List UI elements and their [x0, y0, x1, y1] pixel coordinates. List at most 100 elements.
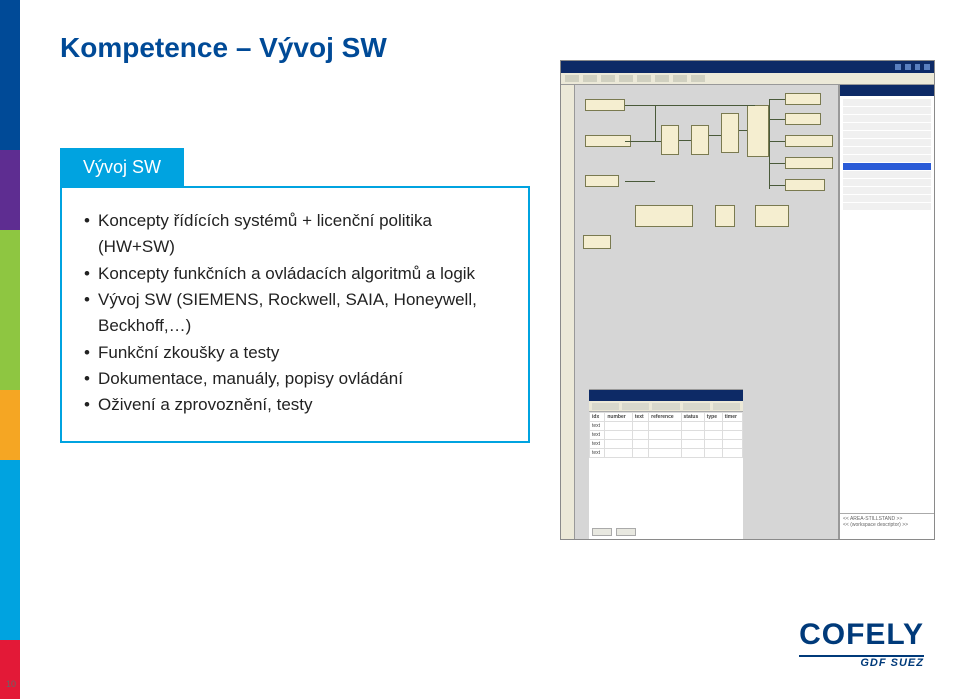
fbd-wire	[769, 141, 785, 142]
fbd-block	[785, 179, 825, 191]
mock-toolbar	[561, 73, 934, 85]
fbd-wire	[625, 141, 661, 142]
fbd-block	[755, 205, 789, 227]
bullet-item: Dokumentace, manuály, popisy ovládání	[84, 366, 506, 392]
fbd-canvas: idxnumbertextreferencestatustypetimer te…	[575, 85, 839, 539]
fbd-wire	[769, 99, 770, 189]
fbd-wire	[655, 105, 656, 141]
page-number: 10	[6, 679, 16, 689]
variable-table: idxnumbertextreferencestatustypetimer te…	[589, 412, 743, 458]
table-cell	[704, 440, 722, 449]
fbd-wire	[625, 181, 655, 182]
fbd-block	[585, 99, 625, 111]
section-tab: Vývoj SW	[60, 148, 184, 187]
fbd-block	[721, 113, 739, 153]
table-header-cell: number	[605, 413, 632, 422]
fbd-block	[747, 105, 769, 157]
bullet-list: Koncepty řídících systémů + licenční pol…	[84, 208, 506, 419]
stripe-seg-2	[0, 150, 20, 230]
tag-list-item	[843, 203, 931, 210]
fbd-block	[691, 125, 709, 155]
stripe-seg-4	[0, 390, 20, 460]
tag-list-item	[843, 107, 931, 114]
page-title: Kompetence – Vývoj SW	[60, 32, 387, 64]
tag-list-item	[843, 155, 931, 162]
stripe-seg-1	[0, 0, 20, 150]
table-cell	[649, 449, 681, 458]
engineering-tool-screenshot: idxnumbertextreferencestatustypetimer te…	[560, 60, 935, 540]
mock-bottom-panel: idxnumbertextreferencestatustypetimer te…	[589, 389, 743, 539]
bullet-item: Koncepty řídících systémů + licenční pol…	[84, 208, 506, 261]
fbd-wire	[679, 140, 691, 141]
table-cell	[722, 449, 742, 458]
section-card: Vývoj SW Koncepty řídících systémů + lic…	[60, 148, 530, 443]
brand-name: COFELY	[799, 618, 924, 652]
table-cell	[722, 422, 742, 431]
table-row: text	[590, 431, 743, 440]
table-header-cell: type	[704, 413, 722, 422]
tag-browser-titlebar	[840, 85, 934, 96]
table-cell	[649, 422, 681, 431]
fbd-wire	[769, 119, 785, 120]
table-cell	[605, 422, 632, 431]
table-cell	[632, 440, 648, 449]
stripe-seg-5	[0, 460, 20, 640]
titlebar-chip	[924, 64, 930, 70]
table-cell	[704, 422, 722, 431]
color-stripe	[0, 0, 20, 699]
fbd-wire	[769, 163, 785, 164]
table-cell: text	[590, 422, 605, 431]
mock-titlebar	[561, 61, 934, 73]
mock-bottom-tabs	[589, 401, 743, 412]
table-cell	[649, 440, 681, 449]
table-cell	[681, 440, 704, 449]
bullet-item: Koncepty funkčních a ovládacích algoritm…	[84, 261, 506, 287]
fbd-block	[785, 93, 821, 105]
fbd-block	[715, 205, 735, 227]
table-header-cell: timer	[722, 413, 742, 422]
fbd-block	[785, 113, 821, 125]
tag-list-item	[843, 123, 931, 130]
stripe-seg-6	[0, 640, 20, 699]
bullet-item: Vývoj SW (SIEMENS, Rockwell, SAIA, Honey…	[84, 287, 506, 340]
table-cell	[681, 422, 704, 431]
table-cell	[681, 449, 704, 458]
brand-logo: COFELY GDF SUEZ	[799, 618, 924, 669]
tag-browser-footer: << AREA-STILLSTAND >> << (workspace desc…	[840, 513, 934, 539]
fbd-wire	[769, 99, 785, 100]
fbd-wire	[739, 130, 747, 131]
tag-list-item	[843, 187, 931, 194]
table-cell: text	[590, 431, 605, 440]
table-cell	[704, 449, 722, 458]
fbd-wire	[769, 185, 785, 186]
titlebar-chip	[895, 64, 901, 70]
table-cell	[632, 449, 648, 458]
bullet-item: Funkční zkoušky a testy	[84, 340, 506, 366]
tag-list-item	[843, 131, 931, 138]
tag-list-item	[843, 195, 931, 202]
fbd-block	[661, 125, 679, 155]
titlebar-chip	[915, 64, 921, 70]
table-cell	[681, 431, 704, 440]
mock-left-gutter	[561, 85, 575, 539]
brand-tagline: GDF SUEZ	[799, 657, 924, 669]
table-cell	[722, 440, 742, 449]
table-cell	[704, 431, 722, 440]
table-cell: text	[590, 449, 605, 458]
fbd-block	[785, 135, 833, 147]
footer-line: << (workspace descriptor) >>	[843, 522, 931, 528]
table-header-cell: idx	[590, 413, 605, 422]
table-cell	[632, 422, 648, 431]
tag-list-item	[843, 99, 931, 106]
table-cell	[649, 431, 681, 440]
table-cell	[605, 440, 632, 449]
table-header-cell: status	[681, 413, 704, 422]
tag-list	[840, 96, 934, 513]
table-cell	[605, 449, 632, 458]
fbd-block	[785, 157, 833, 169]
stripe-seg-3	[0, 230, 20, 390]
mock-bottom-titlebar	[589, 390, 743, 401]
tag-list-item	[843, 115, 931, 122]
table-row: text	[590, 440, 743, 449]
table-cell: text	[590, 440, 605, 449]
